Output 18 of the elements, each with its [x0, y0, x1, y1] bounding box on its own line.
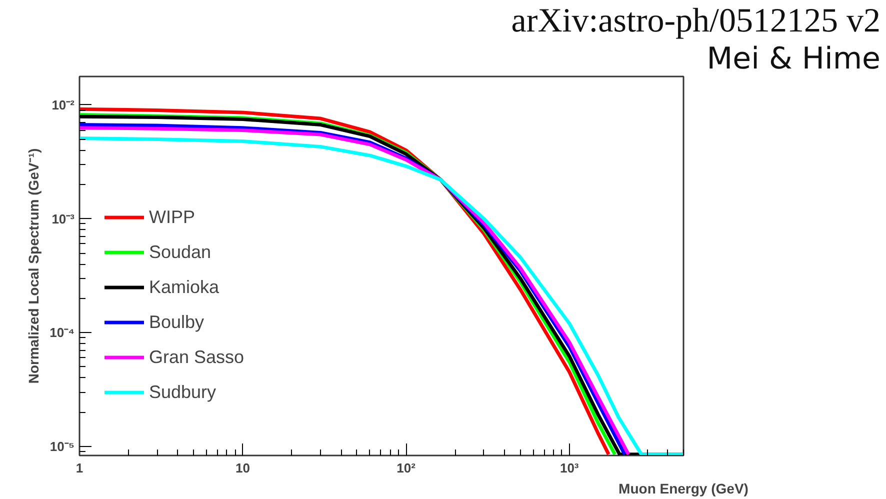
y-tick-label: 10⁻⁴ [50, 325, 74, 340]
x-axis-title: Muon Energy (GeV) [618, 480, 748, 496]
legend-label: WIPP [149, 206, 196, 228]
y-axis-title: Normalized Local Spectrum (GeV⁻¹) [26, 148, 42, 384]
legend-label: Sudbury [149, 380, 216, 404]
text: Mei & Hime [706, 42, 881, 76]
x-tick-label: 10² [396, 460, 416, 476]
x-tick-label: 10³ [560, 460, 580, 476]
x-tick-label: 1 [76, 460, 84, 476]
legend-label: Boulby [149, 310, 204, 334]
y-tick-label: 10⁻² [52, 97, 76, 112]
legend-label: Gran Sasso [149, 346, 244, 368]
x-tick-label: 10 [236, 460, 250, 476]
legend-label: Kamioka [149, 276, 220, 298]
y-tick-label: 10⁻³ [52, 211, 76, 226]
text: arXiv:astro-ph/0512125 v2 [511, 2, 880, 40]
y-tick-label: 10⁻⁵ [50, 438, 75, 454]
legend-label: Soudan [149, 240, 212, 264]
